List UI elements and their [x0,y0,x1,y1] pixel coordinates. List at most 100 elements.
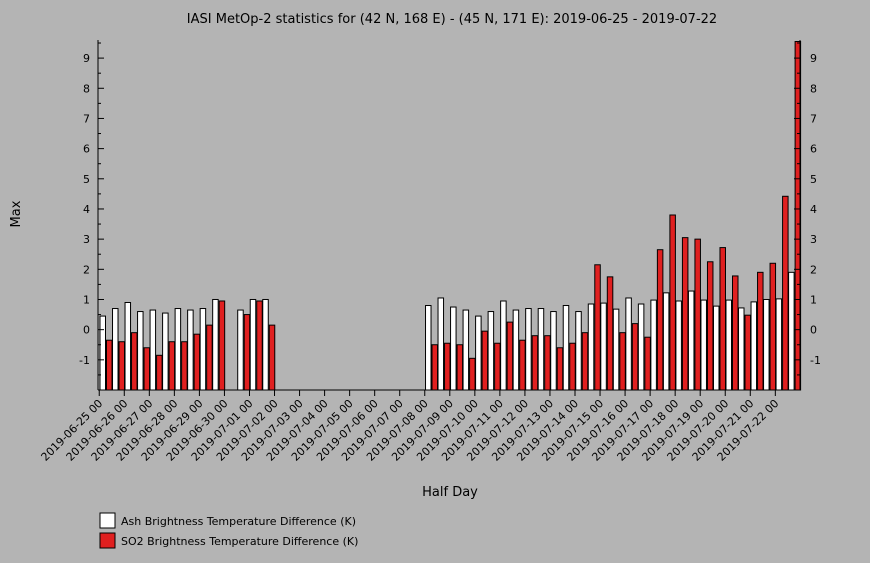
bar-ash [112,308,119,391]
bar-so2 [556,347,564,391]
y-tick-label-left: 6 [83,143,90,156]
bar-ash [525,308,532,391]
bar-so2 [706,261,714,391]
bar-so2 [581,332,589,391]
bar-so2 [168,341,176,391]
y-tick-label-right: 2 [810,263,817,276]
bar-ash [625,297,632,391]
bar-so2 [256,300,263,391]
bar-so2 [544,335,551,391]
bar-ash [237,309,244,391]
bar-so2 [131,332,138,391]
bar-ash [149,309,157,391]
y-tick-label-right: 3 [810,233,817,246]
bar-so2 [719,247,726,391]
y-axis-label: Max [9,200,24,227]
bar-so2 [431,344,439,391]
y-tick-label-right: 0 [810,324,817,337]
bar-ash [212,298,219,391]
bar-so2 [594,264,601,391]
y-tick-label-right: 8 [810,82,817,95]
bar-so2 [757,271,764,391]
bar-so2 [732,275,739,391]
bar-ash [475,315,482,391]
bar-so2 [631,323,639,391]
bar-ash [575,311,582,391]
bar-so2 [494,342,501,391]
bar-ash [187,309,194,391]
legend: Ash Brightness Temperature Difference (K… [99,512,358,549]
bar-ash [550,311,557,391]
bar-ash [249,298,257,391]
bar-so2 [143,347,151,391]
bar-ash [750,301,758,391]
bar-ash [662,292,670,391]
bar-so2 [519,339,526,391]
bar-so2 [481,330,489,391]
y-tick-label-left: 2 [83,263,90,276]
bar-ash [738,307,745,391]
bar-ash [99,315,106,391]
legend-label-so2: SO2 Brightness Temperature Difference (K… [121,535,358,548]
bars-group [99,41,802,391]
y-tick-label-left: 4 [83,203,90,216]
bar-so2 [644,336,651,391]
bar-so2 [156,354,163,391]
y-tick-label-right: 9 [810,52,817,65]
bar-ash [562,305,570,391]
legend-swatch-ash [99,512,116,529]
bar-ash [600,302,607,391]
y-tick-label-right: 1 [810,293,817,306]
bar-so2 [656,249,664,391]
y-tick-label-right: 5 [810,173,817,186]
bar-ash [124,302,132,391]
bar-ash [537,308,545,391]
y-tick-label-left: 0 [83,324,90,337]
bar-ash [700,299,707,391]
bar-ash [437,297,445,391]
bar-so2 [681,237,689,391]
y-tick-label-right: 7 [810,112,817,125]
y-tick-label-right: 6 [810,143,817,156]
bar-ash [612,308,620,391]
bar-ash [512,309,520,391]
bar-ash [262,298,269,391]
bar-ash [162,312,169,391]
bar-so2 [694,238,701,391]
y-tick-label-right: -1 [810,354,821,367]
y-tick-label-left: 8 [83,82,90,95]
y-tick-label-right: 4 [810,203,817,216]
bar-ash [637,303,645,391]
bar-ash [487,311,495,391]
bar-ash [775,298,783,391]
y-tick-label-left: 7 [83,112,90,125]
bar-so2 [469,357,476,391]
bar-ash [788,271,795,391]
bar-ash [763,298,770,391]
bar-ash [725,299,732,391]
y-tick-label-left: -1 [79,354,90,367]
axes-group: -1 -1 0 0 1 1 2 2 3 3 4 4 5 5 6 6 7 7 8 8 9 9 [79,40,821,391]
bar-so2 [268,324,276,391]
bar-ash [500,300,507,391]
bar-so2 [193,333,201,391]
bar-so2 [506,321,514,391]
bar-ash [687,290,695,391]
bar-ash [650,299,657,391]
bar-so2 [569,342,576,391]
bar-so2 [181,341,188,391]
bar-so2 [744,314,752,391]
bar-ash [199,308,207,391]
legend-label-ash: Ash Brightness Temperature Difference (K… [121,515,356,528]
bar-so2 [106,339,113,391]
bar-so2 [531,335,539,391]
bar-so2 [669,214,676,391]
y-tick-label-left: 5 [83,173,90,186]
bar-so2 [619,332,626,391]
bar-ash [587,303,595,391]
chart-title: IASI MetOp-2 statistics for (42 N, 168 E… [187,12,717,27]
bar-so2 [444,342,451,391]
bar-so2 [118,341,126,391]
bar-ash [450,306,457,391]
